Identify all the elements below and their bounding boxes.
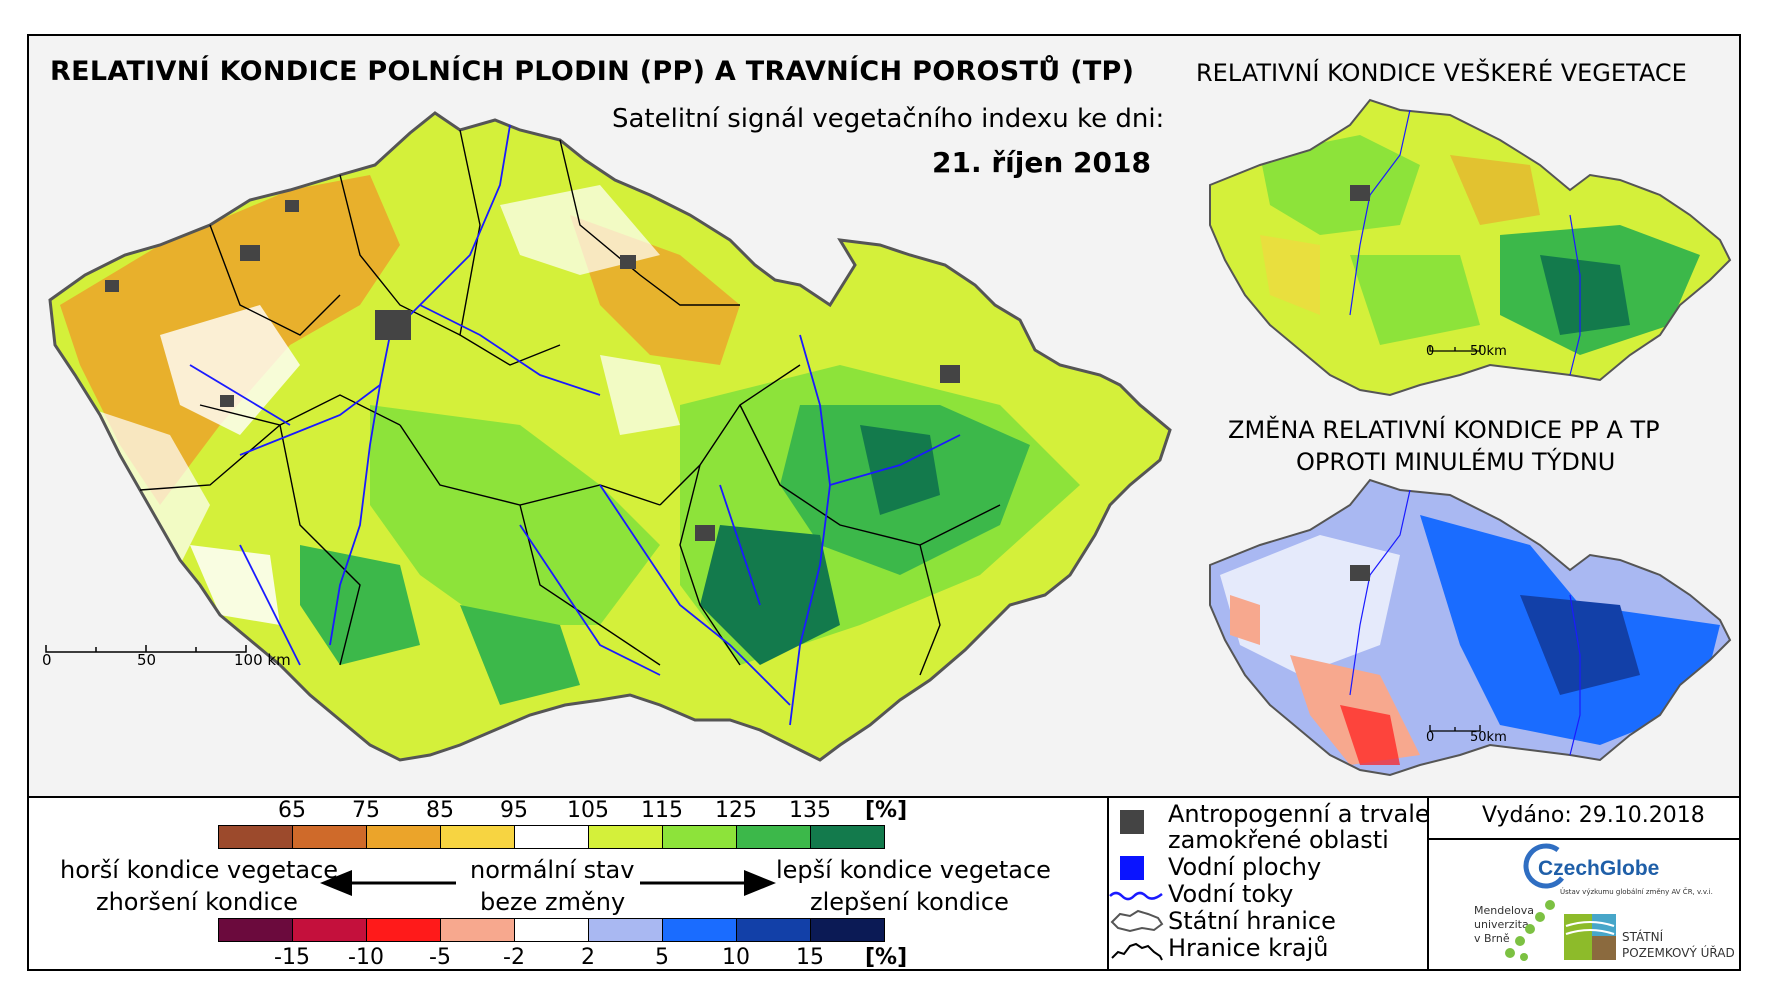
right-bottom-title-line1: ZMĚNA RELATIVNÍ KONDICE PP A TP bbox=[1228, 416, 1660, 444]
mendel-logo-text-1: Mendelova bbox=[1474, 904, 1535, 917]
change-legend-swatch bbox=[440, 918, 515, 942]
change-unit: [%] bbox=[865, 945, 908, 970]
state-border-icon bbox=[1110, 909, 1164, 933]
anthropogenic-label-2: zamokřené oblasti bbox=[1168, 826, 1389, 854]
issued-date: Vydáno: 29.10.2018 bbox=[1482, 803, 1705, 828]
change-legend-swatch bbox=[218, 918, 293, 942]
czechglobe-logo-icon bbox=[1523, 843, 1564, 889]
worse-condition-label: horší kondice vegetace bbox=[60, 856, 339, 884]
main-scale-end: 100 km bbox=[234, 651, 291, 669]
change-legend-label: -5 bbox=[429, 945, 451, 970]
change-legend-swatch bbox=[810, 918, 885, 942]
change-legend-label: -2 bbox=[503, 945, 525, 970]
condition-unit: [%] bbox=[865, 798, 908, 823]
condition-legend-label: 115 bbox=[641, 798, 683, 823]
czechglobe-subtitle: Ústav výzkumu globální změny AV ČR, v.v.… bbox=[1560, 888, 1713, 896]
condition-legend-label: 125 bbox=[715, 798, 757, 823]
condition-legend-label: 95 bbox=[500, 798, 528, 823]
mendel-logo-text-3: v Brně bbox=[1474, 932, 1510, 945]
anthropogenic-square-icon bbox=[1120, 810, 1144, 834]
legend-divider-1 bbox=[1107, 796, 1109, 971]
normal-condition-label: normální stav bbox=[470, 856, 635, 884]
change-legend-label: 15 bbox=[796, 945, 824, 970]
condition-legend-label: 75 bbox=[352, 798, 380, 823]
change-legend-label: -10 bbox=[348, 945, 384, 970]
condition-legend-label: 105 bbox=[567, 798, 609, 823]
normal-change-label: beze změny bbox=[480, 888, 626, 916]
mendel-dots-icon bbox=[1505, 900, 1555, 961]
condition-legend-swatch bbox=[292, 825, 367, 849]
state-border-label: Státní hranice bbox=[1168, 907, 1336, 935]
date-label: 21. říjen 2018 bbox=[932, 146, 1151, 179]
legend-divider-2 bbox=[1427, 796, 1429, 971]
better-change-label: zlepšení kondice bbox=[810, 888, 1009, 916]
better-condition-label: lepší kondice vegetace bbox=[776, 856, 1051, 884]
region-border-icon bbox=[1111, 942, 1163, 961]
main-title: RELATIVNÍ KONDICE POLNÍCH PLODIN (PP) A … bbox=[50, 56, 1135, 87]
left-arrow-icon bbox=[320, 870, 456, 896]
main-condition-map: 0 50 100 km bbox=[42, 111, 1172, 762]
change-legend-swatch bbox=[736, 918, 811, 942]
main-scale-mid: 50 bbox=[137, 651, 156, 669]
condition-legend-swatch bbox=[514, 825, 589, 849]
river-line-icon bbox=[1109, 891, 1163, 901]
region-border-label: Hranice krajů bbox=[1168, 934, 1329, 962]
condition-legend-swatch bbox=[440, 825, 515, 849]
change-legend-swatch bbox=[292, 918, 367, 942]
change-legend-swatch bbox=[366, 918, 441, 942]
czechglobe-logo-text: CzechGlobe bbox=[1538, 857, 1660, 880]
right-bottom-title-line2: OPROTI MINULÉMU TÝDNU bbox=[1296, 448, 1616, 476]
right-arrow-icon bbox=[640, 870, 776, 896]
change-condition-map: 0 50km bbox=[1209, 478, 1732, 777]
condition-legend-swatch bbox=[366, 825, 441, 849]
condition-legend-label: 135 bbox=[789, 798, 831, 823]
legend-divider-3 bbox=[1427, 838, 1741, 840]
water-square-icon bbox=[1120, 856, 1144, 880]
condition-legend-swatch bbox=[810, 825, 885, 849]
spu-logo-text-1: STÁTNÍ bbox=[1622, 930, 1664, 944]
change-legend-label: 5 bbox=[655, 945, 669, 970]
change-legend-swatch bbox=[588, 918, 663, 942]
change-legend-label: 2 bbox=[581, 945, 595, 970]
spu-logo-icon bbox=[1564, 914, 1616, 960]
change-legend-swatch bbox=[662, 918, 737, 942]
top-scale-end: 50km bbox=[1470, 344, 1507, 359]
right-top-title: RELATIVNÍ KONDICE VEŠKERÉ VEGETACE bbox=[1196, 59, 1687, 87]
change-legend-label: 10 bbox=[722, 945, 750, 970]
spu-logo-text-2: POZEMKOVÝ ÚŘAD bbox=[1622, 946, 1735, 960]
rivers-label: Vodní toky bbox=[1168, 880, 1294, 908]
water-bodies-label: Vodní plochy bbox=[1168, 853, 1322, 881]
main-scale-zero: 0 bbox=[42, 651, 52, 669]
change-legend-label: -15 bbox=[274, 945, 310, 970]
condition-legend-swatch bbox=[218, 825, 293, 849]
condition-legend-label: 85 bbox=[426, 798, 454, 823]
anthropogenic-label-1: Antropogenní a trvale bbox=[1168, 800, 1430, 828]
vegetation-condition-map: 0 50km bbox=[1209, 98, 1732, 397]
bottom-scale-zero: 0 bbox=[1426, 730, 1434, 745]
condition-legend-swatch bbox=[588, 825, 663, 849]
condition-legend-label: 65 bbox=[278, 798, 306, 823]
subtitle: Satelitní signál vegetačního indexu ke d… bbox=[612, 104, 1165, 134]
change-legend-swatch bbox=[514, 918, 589, 942]
condition-legend-swatch bbox=[736, 825, 811, 849]
bottom-scale-end: 50km bbox=[1470, 730, 1507, 745]
condition-legend-swatch bbox=[662, 825, 737, 849]
top-scale-zero: 0 bbox=[1426, 344, 1434, 359]
worse-change-label: zhoršení kondice bbox=[96, 888, 298, 916]
mendel-logo-text-2: univerzita bbox=[1474, 918, 1529, 931]
